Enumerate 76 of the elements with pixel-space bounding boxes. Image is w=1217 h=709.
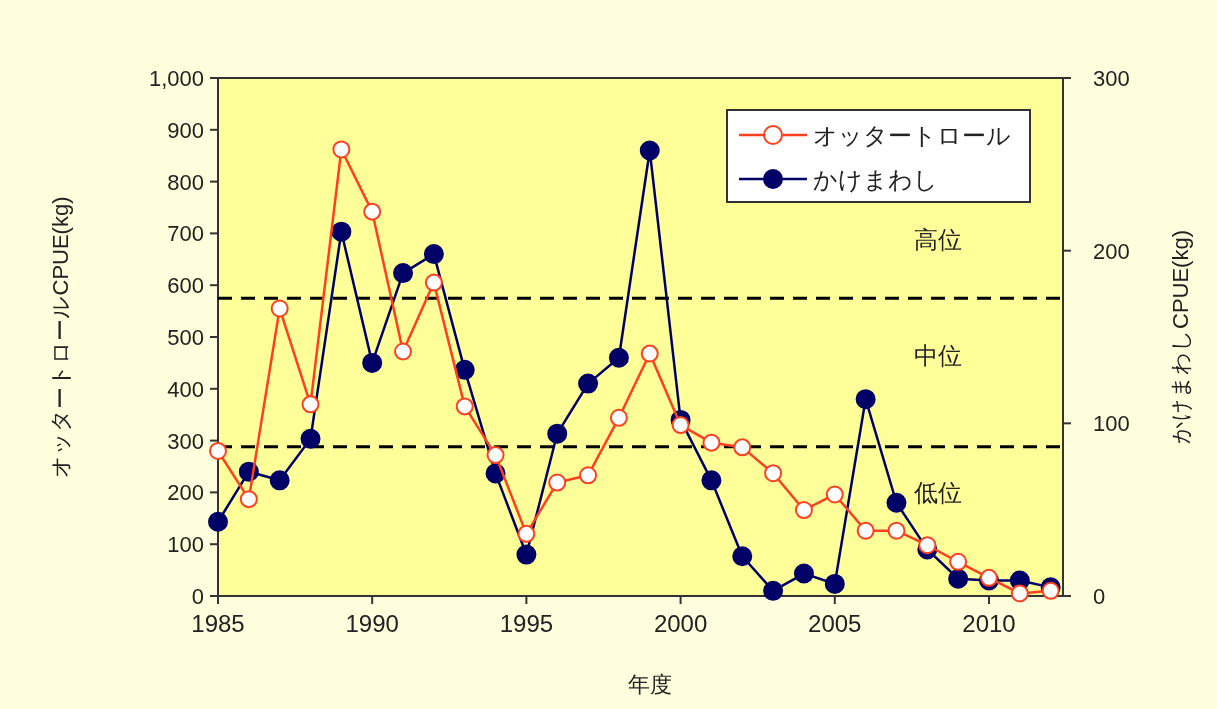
point xyxy=(825,485,844,504)
legend-label: かけまわし xyxy=(813,166,938,193)
point xyxy=(363,202,382,221)
point xyxy=(394,342,413,361)
point xyxy=(270,299,289,318)
point xyxy=(516,544,537,565)
point xyxy=(578,373,599,394)
point xyxy=(887,521,906,540)
x-tick-label: 2005 xyxy=(808,610,862,637)
point xyxy=(454,359,475,380)
y-tick-label: 200 xyxy=(167,480,204,506)
y2-tick-label: 0 xyxy=(1093,584,1106,609)
annotation: 低位 xyxy=(914,478,962,506)
point xyxy=(794,501,813,520)
y2-tick-label: 300 xyxy=(1093,66,1130,91)
y-tick-label: 600 xyxy=(167,273,204,299)
point xyxy=(332,140,351,159)
point xyxy=(455,397,474,416)
y-axis-title: オッタートロールCPUE(kg) xyxy=(48,196,73,478)
point xyxy=(763,580,784,601)
x-tick-label: 1990 xyxy=(345,610,399,637)
point xyxy=(424,273,443,292)
y-tick-label: 400 xyxy=(167,376,204,402)
point xyxy=(640,344,659,363)
point xyxy=(1010,584,1029,603)
x-tick-label: 1985 xyxy=(191,610,245,637)
y-tick-label: 700 xyxy=(167,221,204,247)
annotation: 中位 xyxy=(914,341,962,369)
x-tick-label: 1995 xyxy=(499,610,554,637)
point xyxy=(793,563,814,584)
point xyxy=(609,408,628,427)
y-tick-label: 500 xyxy=(167,325,204,350)
x-axis-title: 年度 xyxy=(628,672,672,697)
point xyxy=(239,490,258,509)
x-tick-label: 2010 xyxy=(962,610,1016,637)
point xyxy=(362,352,383,373)
y-tick-label: 800 xyxy=(167,169,204,195)
y2-axis-title: かけまわしCPUE(kg) xyxy=(1168,229,1193,445)
point xyxy=(331,221,352,242)
point xyxy=(733,438,752,457)
point xyxy=(300,428,321,449)
y-tick-label: 300 xyxy=(167,428,204,454)
point xyxy=(948,568,969,589)
y2-tick-label: 100 xyxy=(1093,411,1130,437)
point xyxy=(918,536,937,555)
point xyxy=(671,416,690,435)
point xyxy=(547,423,568,444)
annotation: 高位 xyxy=(914,225,962,253)
point xyxy=(486,446,505,465)
y-tick-label: 100 xyxy=(167,532,204,558)
point xyxy=(301,395,320,414)
point xyxy=(701,470,722,491)
y-tick-label: 0 xyxy=(191,584,204,609)
point xyxy=(548,473,567,492)
point xyxy=(886,492,907,513)
point xyxy=(855,389,876,410)
y-tick-label: 900 xyxy=(167,117,204,143)
point xyxy=(824,573,845,594)
point xyxy=(732,546,753,567)
point xyxy=(702,433,721,452)
point xyxy=(608,347,629,368)
y2-tick-label: 200 xyxy=(1093,238,1130,264)
point xyxy=(517,524,536,543)
point xyxy=(423,244,444,265)
point xyxy=(949,552,968,571)
point xyxy=(269,470,290,491)
point xyxy=(209,441,227,460)
point xyxy=(579,466,598,485)
legend-label: オッタートロール xyxy=(813,122,1011,149)
point xyxy=(856,521,875,540)
point xyxy=(639,140,660,161)
point xyxy=(764,464,783,483)
x-tick-label: 2000 xyxy=(653,610,708,637)
point xyxy=(208,511,228,532)
point xyxy=(393,263,414,284)
y-tick-label: 1,000 xyxy=(148,66,204,91)
